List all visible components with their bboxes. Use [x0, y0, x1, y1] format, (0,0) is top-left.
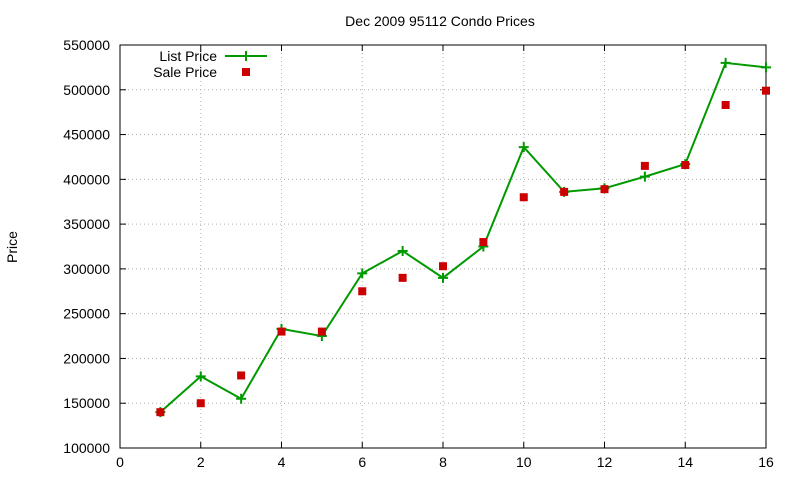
y-tick-label: 100000	[63, 440, 110, 456]
x-tick-label: 8	[439, 454, 447, 470]
list-price-point	[195, 371, 206, 382]
x-tick-label: 6	[358, 454, 366, 470]
y-axis-label: Price	[4, 231, 20, 263]
legend-label: Sale Price	[153, 64, 217, 80]
series-sale-price	[156, 86, 770, 417]
series-layer	[155, 57, 771, 418]
sale-price-point	[398, 273, 407, 282]
grid-lines	[120, 45, 766, 448]
list-price-point	[518, 142, 529, 153]
x-tick-label: 16	[758, 454, 774, 470]
sale-price-point	[640, 161, 649, 170]
sale-price-point	[358, 287, 367, 296]
y-tick-label: 500000	[63, 82, 110, 98]
legend-swatch-square	[242, 68, 250, 76]
chart-title: Dec 2009 95112 Condo Prices	[345, 13, 535, 29]
list-price-point	[357, 268, 368, 279]
sale-price-point	[439, 262, 447, 271]
legend-label: List Price	[159, 48, 217, 64]
sale-price-point	[156, 408, 165, 417]
list-price-point	[761, 62, 771, 73]
sale-price-point	[479, 238, 488, 247]
sale-price-point	[600, 185, 609, 194]
legend-swatch-plus	[241, 51, 251, 61]
list-price-point	[397, 245, 408, 256]
x-tick-label: 12	[597, 454, 613, 470]
x-tick-label: 14	[677, 454, 693, 470]
y-tick-label: 400000	[63, 171, 110, 187]
sale-price-point	[721, 101, 730, 110]
sale-price-point	[681, 161, 690, 170]
sale-price-point	[317, 327, 326, 336]
list-price-point	[720, 57, 731, 68]
sale-price-point	[237, 371, 246, 380]
y-tick-label: 200000	[63, 350, 110, 366]
sale-price-point	[519, 193, 528, 202]
axis-ticks: 100000 150000 200000 250000 300000 350000 4000…	[63, 37, 774, 470]
series-list-price	[155, 57, 771, 418]
sale-price-point	[277, 327, 286, 336]
x-tick-label: 10	[516, 454, 532, 470]
list-price-point	[639, 171, 650, 182]
y-tick-label: 350000	[63, 216, 110, 232]
sale-price-point	[560, 187, 569, 196]
x-tick-label: 2	[197, 454, 205, 470]
x-tick-label: 0	[116, 454, 124, 470]
y-tick-label: 250000	[63, 306, 110, 322]
y-tick-label: 300000	[63, 261, 110, 277]
sale-price-point	[196, 399, 205, 408]
list-price-line	[159, 61, 767, 413]
list-price-point	[236, 393, 247, 404]
y-tick-label: 450000	[63, 127, 110, 143]
y-tick-label: 150000	[63, 395, 110, 411]
sale-price-point	[762, 86, 770, 95]
list-price-point	[438, 272, 448, 283]
x-tick-label: 4	[278, 454, 286, 470]
y-tick-label: 550000	[63, 37, 110, 53]
